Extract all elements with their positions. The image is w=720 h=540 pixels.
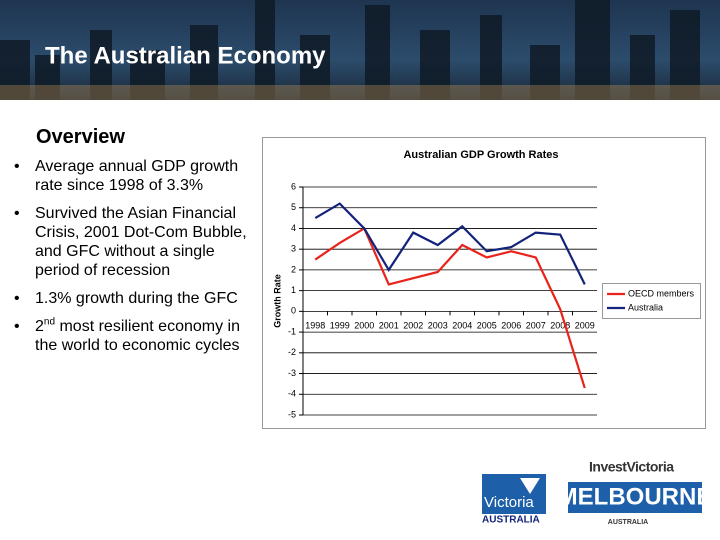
x-tick-label: 2006 — [501, 321, 521, 331]
bullet: 2nd most resilient economy in the world … — [14, 317, 249, 355]
victoria-text: Victoria — [484, 494, 534, 511]
x-tick-label: 1998 — [305, 321, 325, 331]
victoria-sub: AUSTRALIA — [482, 515, 540, 526]
melbourne-sub: AUSTRALIA — [608, 519, 648, 526]
x-tick-label: 2003 — [428, 321, 448, 331]
y-axis-label: Growth Rate — [272, 274, 282, 328]
legend-label: Australia — [628, 302, 663, 312]
bullet-text: Average annual GDP growth rate since 199… — [35, 158, 239, 194]
series-line — [314, 226, 586, 389]
victoria-mark — [520, 478, 540, 494]
y-tick-label: 1 — [291, 285, 296, 295]
x-tick-label: 1999 — [330, 321, 350, 331]
y-tick-label: -4 — [288, 389, 296, 399]
y-tick-label: 3 — [291, 244, 296, 254]
x-tick-label: 2000 — [354, 321, 374, 331]
x-tick-label: 2001 — [379, 321, 399, 331]
chart-title: Australian GDP Growth Rates — [403, 149, 558, 161]
bullet-text: nd — [43, 316, 56, 328]
bullet: Survived the Asian Financial Crisis, 200… — [14, 204, 249, 280]
x-tick-label: 2002 — [403, 321, 423, 331]
y-tick-label: -3 — [288, 368, 296, 378]
invest-text: InvestVictoria — [589, 459, 674, 475]
slide-title: The Australian Economy — [45, 42, 326, 69]
x-tick-label: 2008 — [550, 321, 570, 331]
x-tick-label: 2004 — [452, 321, 472, 331]
bullet-text: 2 — [35, 318, 44, 335]
city-lights — [0, 85, 720, 100]
melbourne-text: MELBOURNE — [558, 483, 713, 510]
bullet-text: 1.3% growth during the GFC — [35, 290, 238, 307]
overview-heading: Overview — [36, 126, 125, 148]
overview: Overview Average annual GDP growth rate … — [14, 126, 249, 364]
y-tick-label: 5 — [291, 202, 296, 212]
y-tick-label: -1 — [288, 326, 296, 336]
legend-box — [602, 283, 701, 319]
bullet-list: Average annual GDP growth rate since 199… — [14, 157, 249, 355]
x-tick-label: 2007 — [526, 321, 546, 331]
melbourne-logo — [568, 482, 702, 513]
legend-label: OECD members — [628, 288, 695, 298]
skyline — [0, 0, 700, 100]
bullet-text: Survived the Asian Financial Crisis, 200… — [35, 205, 247, 279]
y-tick-label: 2 — [291, 264, 296, 274]
bullet-text: most resilient economy in the world to e… — [35, 318, 240, 354]
y-tick-label: -5 — [288, 409, 296, 419]
y-tick-label: 6 — [291, 181, 296, 191]
y-tick-label: 0 — [291, 306, 296, 316]
y-tick-label: 4 — [291, 223, 296, 233]
series-line — [314, 202, 586, 285]
y-tick-label: -2 — [288, 347, 296, 357]
bullet: 1.3% growth during the GFC — [14, 289, 249, 308]
bullet: Average annual GDP growth rate since 199… — [14, 157, 249, 195]
x-tick-label: 2009 — [575, 321, 595, 331]
x-tick-label: 2005 — [477, 321, 497, 331]
